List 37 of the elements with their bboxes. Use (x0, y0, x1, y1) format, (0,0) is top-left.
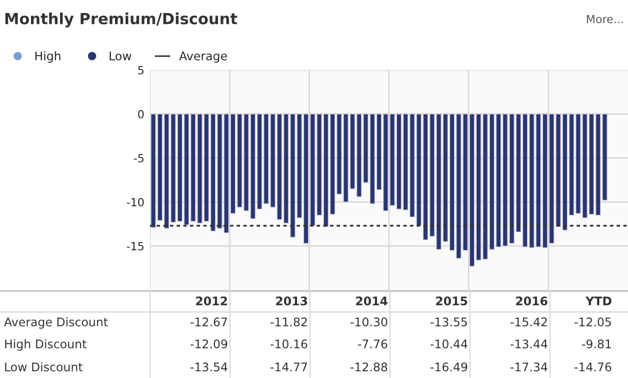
text: -12.88 (350, 362, 388, 372)
y-tick-label: -5 (134, 154, 144, 162)
text: -10.16 (270, 339, 308, 348)
legend-label: High (35, 51, 60, 63)
text: -15.42 (510, 317, 547, 326)
text: -9.81 (582, 339, 611, 348)
text: -13.54 (190, 362, 228, 372)
text: -13.44 (510, 339, 548, 348)
text: 2012 (196, 296, 227, 306)
text: -14.77 (270, 362, 307, 372)
text: Average Discount (4, 317, 108, 329)
text: 2013 (276, 296, 308, 306)
text: -11.82 (270, 317, 307, 326)
legend-label: Low (110, 52, 132, 60)
text: -13.55 (430, 317, 467, 326)
text: Low Discount (5, 362, 83, 372)
text: 2016 (516, 296, 548, 306)
text: -16.49 (430, 362, 468, 372)
y-tick-label: 0 (138, 110, 144, 118)
text: High Discount (5, 339, 86, 351)
text: -7.76 (358, 339, 388, 348)
text: 2014 (356, 296, 388, 306)
y-tick-label: -10 (126, 198, 144, 206)
text: 2015 (436, 296, 468, 306)
legend-label: Average (179, 52, 227, 63)
text: -12.05 (574, 317, 611, 326)
y-tick-label: -15 (126, 242, 144, 250)
text: -14.76 (574, 362, 612, 372)
text: -12.09 (190, 339, 228, 348)
y-tick-label: 5 (138, 66, 144, 74)
text: More... (586, 14, 623, 24)
text: YTD (585, 296, 612, 306)
text: -17.34 (510, 362, 548, 372)
text: -10.30 (350, 317, 388, 326)
text: -12.67 (190, 317, 227, 326)
chart-title: Monthly Premium/Discount (5, 12, 238, 28)
text: -10.44 (430, 339, 468, 348)
